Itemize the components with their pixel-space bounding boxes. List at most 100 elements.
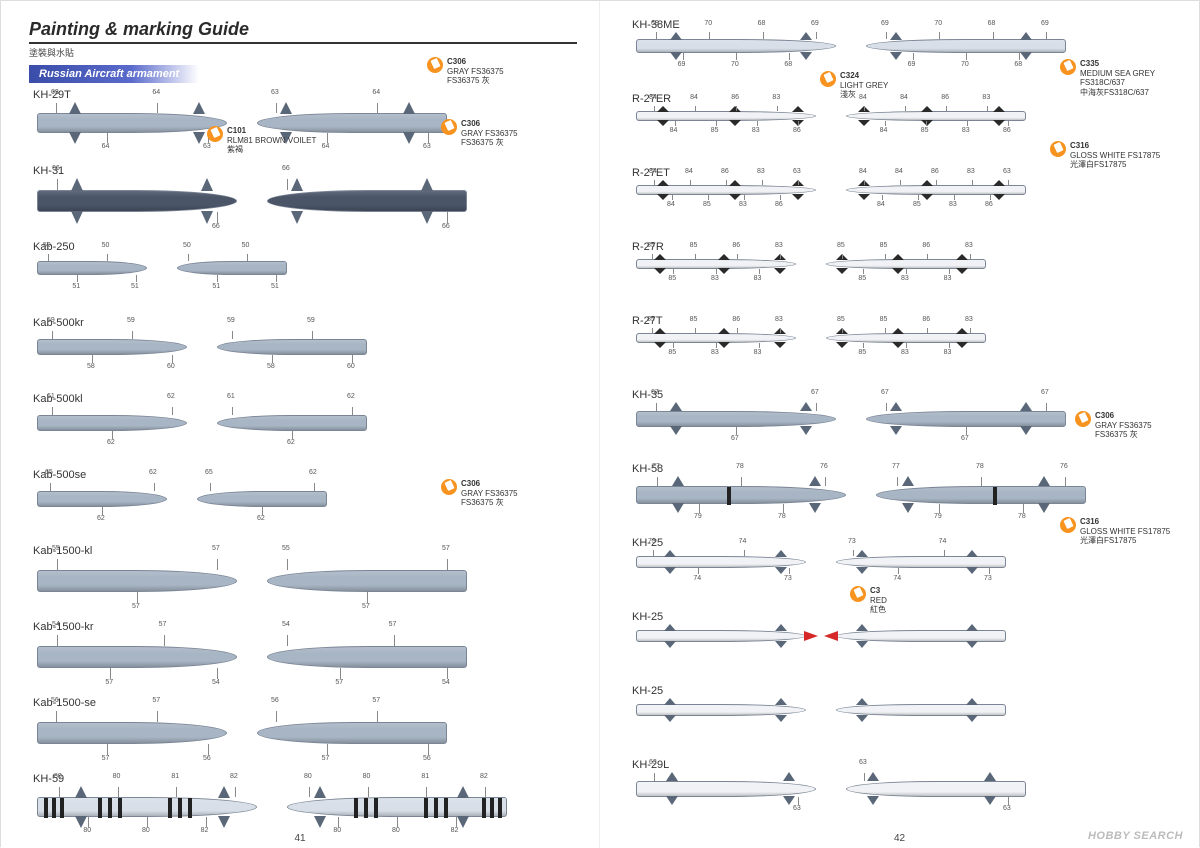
decal-number: 84	[690, 94, 698, 101]
decal-number: 57	[159, 621, 167, 628]
decal-number: 73	[848, 538, 856, 545]
decal-number: 80	[113, 773, 121, 780]
decal-number: 56	[271, 697, 279, 704]
decal-number: 57	[442, 545, 450, 552]
missile-view: 676767	[636, 411, 836, 427]
page-number-right: 42	[894, 833, 905, 844]
decal-number: 55	[282, 545, 290, 552]
paint-callout-c306-kab: C306 GRAY FS36375 FS36375 灰	[441, 479, 518, 508]
decal-number: 80	[363, 773, 371, 780]
missile-view: 6666	[267, 190, 467, 212]
decal-number: 50	[183, 242, 191, 249]
decal-number: 61	[47, 393, 55, 400]
missile-view: 7779787876	[876, 486, 1086, 504]
weapon-row: R-27T8585858386838385858583868383	[628, 315, 1177, 385]
decal-number: 74	[739, 538, 747, 545]
decal-number: 83	[754, 275, 762, 282]
decal-number: 69	[678, 61, 686, 68]
paint-callout-c324: C324 LIGHT GREY 淺灰	[820, 71, 888, 100]
decal-number: 85	[668, 349, 676, 356]
decal-number: 83	[754, 349, 762, 356]
weapon-row: Kab-2505051505150515051	[29, 241, 577, 313]
decal-number: 80	[54, 773, 62, 780]
decal-number: 66	[282, 165, 290, 172]
weapon-label: Kab-500kr	[33, 317, 577, 329]
missile-view: 656262	[37, 491, 167, 507]
weapon-view-pair	[628, 704, 1177, 716]
decal-number: 77	[892, 463, 900, 470]
decal-number: 83	[775, 316, 783, 323]
missile-view: 54575754	[267, 646, 467, 668]
decal-number: 86	[941, 94, 949, 101]
decal-number: 66	[212, 223, 220, 230]
weapon-label: KH-35	[632, 389, 1177, 401]
decal-number: 55	[52, 545, 60, 552]
decal-number: 66	[52, 165, 60, 172]
decal-number: 56	[203, 755, 211, 762]
decal-number: 76	[1060, 463, 1068, 470]
paint-callout-c306-mid: C306 GRAY FS36375 FS36375 灰	[441, 119, 518, 148]
weapon-view-pair: 5457575454575754	[29, 646, 577, 668]
decal-number: 86	[721, 168, 729, 175]
decal-number: 83	[901, 349, 909, 356]
decal-number: 64	[322, 143, 330, 150]
decal-number: 86	[931, 168, 939, 175]
missile-view: 616262	[217, 415, 367, 431]
decal-number: 85	[690, 242, 698, 249]
decal-number: 70	[934, 20, 942, 27]
decal-number: 85	[858, 349, 866, 356]
decal-number: 51	[72, 283, 80, 290]
decal-number: 83	[949, 201, 957, 208]
weapon-view-pair: 616262616262	[29, 415, 577, 431]
decal-number: 85	[837, 316, 845, 323]
decal-number: 63	[793, 168, 801, 175]
decal-number: 86	[732, 242, 740, 249]
weapon-label: KH-29T	[33, 89, 577, 101]
decal-number: 84	[685, 168, 693, 175]
page-number-left: 41	[294, 833, 305, 844]
weapon-row: Kab-1500-kr5457575454575754	[29, 621, 577, 693]
decal-number: 65	[205, 469, 213, 476]
missile-view: 555757	[37, 570, 237, 592]
decal-number: 65	[45, 469, 53, 476]
missile-view: 7779787876	[636, 486, 846, 504]
weapon-label: R-27R	[632, 241, 1177, 253]
brush-icon	[820, 71, 836, 87]
missile-view: 69697070686869	[866, 39, 1066, 53]
decal-number: 83	[711, 349, 719, 356]
decal-number: 86	[1003, 127, 1011, 134]
decal-number: 63	[1003, 805, 1011, 812]
decal-number: 86	[731, 94, 739, 101]
decal-number: 62	[107, 439, 115, 446]
weapon-row: Kab-1500-se5657575656575756	[29, 697, 577, 769]
missile-view: 73747473	[636, 556, 806, 568]
weapon-label: KH-29L	[632, 759, 1177, 771]
weapon-label: R-27T	[632, 315, 1177, 327]
decal-number: 62	[287, 439, 295, 446]
decal-number: 85	[880, 242, 888, 249]
weapon-row: R-27ET8484848586838386638484848586838386…	[628, 167, 1177, 237]
decal-number: 76	[820, 463, 828, 470]
decal-number: 83	[967, 168, 975, 175]
decal-number: 59	[47, 317, 55, 324]
brush-icon	[207, 126, 223, 142]
decal-number: 85	[880, 316, 888, 323]
page-41: Painting & marking Guide 塗裝與水貼 Russian A…	[1, 1, 600, 848]
missile-view: 8484848586838386	[636, 111, 816, 121]
weapon-view-pair: 848484858683838663848484858683838663	[628, 185, 1177, 195]
missile-view: 85858583868383	[636, 259, 796, 269]
decal-number: 85	[703, 201, 711, 208]
weapon-row: KH-257374747373747473	[628, 537, 1177, 607]
weapon-view-pair: 63636363	[628, 781, 1177, 797]
missile-view: 8484848586838386	[846, 111, 1026, 121]
weapon-view-pair: 8080808081828280808080818282	[29, 797, 577, 817]
decal-number: 84	[667, 201, 675, 208]
decal-number: 67	[1041, 389, 1049, 396]
decal-number: 85	[711, 127, 719, 134]
weapon-row: Kab-500kr5958596059585960	[29, 317, 577, 389]
decal-number: 85	[837, 242, 845, 249]
missile-view: 80808080818282	[287, 797, 507, 817]
weapon-view-pair: 8585858386838385858583868383	[628, 259, 1177, 269]
decal-number: 68	[1014, 61, 1022, 68]
decal-number: 83	[772, 94, 780, 101]
